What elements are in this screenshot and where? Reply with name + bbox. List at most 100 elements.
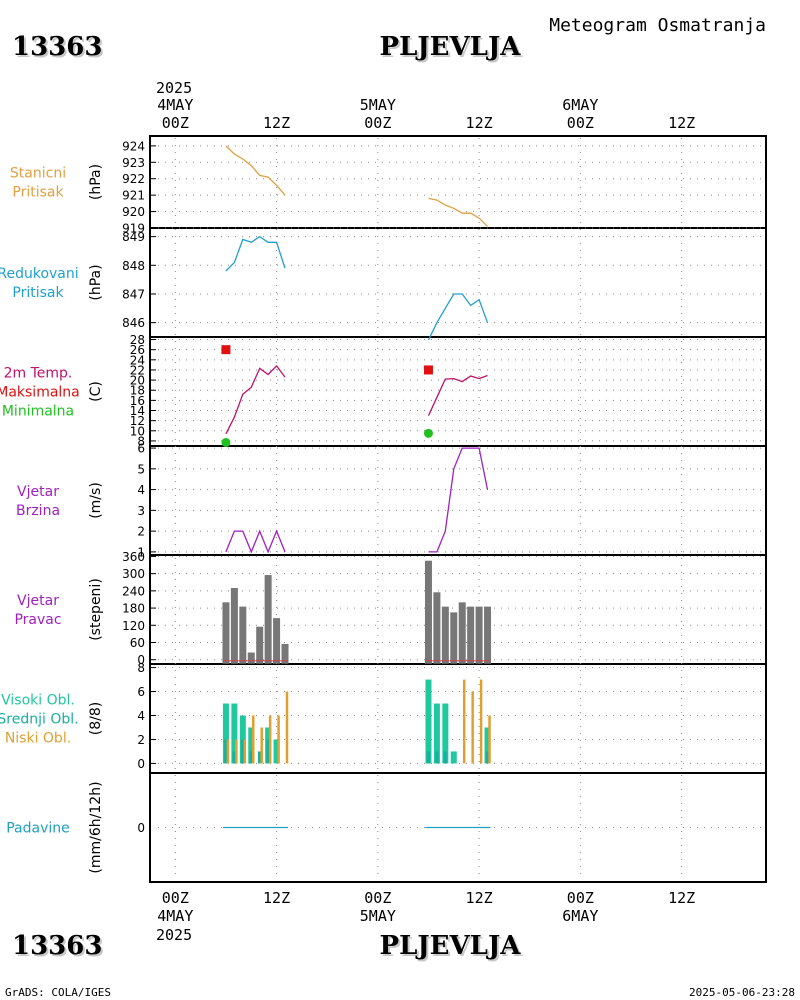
- panel-wind_speed: 1 2 3 4 5 6 (m/s) Vjetar Brzina: [16, 442, 764, 559]
- tmin-marker: [423, 428, 433, 438]
- y-tick-label: 180: [122, 602, 145, 616]
- x-tick-label-top: 00Z: [567, 114, 594, 132]
- y-unit-label: (m/s): [88, 482, 104, 519]
- date-label-bottom: 4MAY: [157, 907, 193, 925]
- y-tick-label: 22: [130, 363, 145, 377]
- time-axis: 00Z 00Z 12Z 12Z 00Z 00Z 12Z 12Z 00Z 00Z 12Z 12Z 4MAY…: [157, 96, 695, 925]
- station-id-top: 13363: [14, 34, 104, 64]
- precip-bar: [426, 827, 431, 828]
- cloud-bar-1: [426, 751, 431, 764]
- panel-label-line: Vjetar: [17, 484, 59, 500]
- cloud-bar-2: [462, 679, 466, 764]
- x-tick-label-bottom: 00Z: [567, 889, 594, 907]
- date-label-top: 6MAY: [562, 96, 598, 114]
- cloud-bar-2: [285, 691, 289, 764]
- header: 13363 13363 PLJEVLJA PLJEVLJA Meteogram …: [12, 15, 766, 97]
- y-tick-label: 28: [130, 333, 145, 347]
- panel-label-line: Brzina: [16, 503, 60, 519]
- series-line-day2: [428, 447, 489, 553]
- y-tick-label: 4: [137, 709, 145, 723]
- cloud-bar-1: [241, 739, 245, 764]
- panel-wind_direction: 0 60 120 180 240 300 360 (stepeni) Vjetar Pravac: [14, 550, 764, 667]
- cloud-bar-2: [226, 739, 230, 764]
- y-tick-label: 923: [122, 156, 145, 170]
- y-tick-label: 26: [130, 343, 145, 357]
- y-tick-label: 920: [122, 205, 145, 219]
- chart-subtitle: Meteogram Osmatranja: [549, 15, 766, 36]
- series-line-day1: [225, 235, 286, 272]
- series-line-day1: [225, 145, 286, 196]
- y-tick-label: 849: [122, 230, 145, 244]
- y-tick-label: 120: [122, 619, 145, 633]
- direction-bar: [433, 592, 441, 664]
- direction-bar: [239, 606, 247, 664]
- x-tick-label-top: 00Z: [364, 114, 391, 132]
- direction-bar: [247, 652, 255, 664]
- x-tick-label-bottom: 12Z: [466, 889, 493, 907]
- direction-bar: [264, 575, 272, 664]
- date-label-top: 4MAY: [157, 96, 193, 114]
- y-tick-label: 4: [137, 483, 145, 497]
- y-tick-label: 240: [122, 584, 145, 598]
- direction-bar: [230, 587, 238, 664]
- series-line-day1: [225, 529, 286, 554]
- series-line-day2: [428, 197, 488, 227]
- cloud-bar-1: [443, 751, 448, 764]
- y-tick-label: 6: [137, 685, 145, 699]
- cloud-bar-2: [488, 715, 491, 764]
- year-label-bottom: 2025: [156, 926, 192, 944]
- x-tick-label-top: 12Z: [466, 114, 493, 132]
- y-tick-label: 3: [137, 504, 145, 518]
- tmin-marker: [221, 437, 231, 447]
- y-tick-label: 0: [137, 653, 145, 667]
- cloud-bar-2: [260, 727, 263, 764]
- panel-label-line: 2m Temp.: [4, 366, 73, 382]
- series-line-day2: [427, 374, 488, 416]
- y-tick-label: 0: [137, 821, 145, 835]
- panel-label-line: Pritisak: [12, 285, 64, 301]
- tmax-marker: [221, 345, 231, 355]
- panel-label-line: Maksimalna: [0, 385, 80, 401]
- x-tick-label-bottom: 12Z: [263, 889, 290, 907]
- panel-station_pressure: 919 920 921 922 923 924 (hPa) Stanicni Pritisak: [10, 139, 764, 236]
- cloud-bar-1: [435, 751, 439, 764]
- station-id-bottom-shadow: 13363: [14, 933, 104, 963]
- cloud-bar-0: [484, 727, 491, 764]
- panel-precipitation: 0 (mm/6h/12h) Padavine: [6, 781, 764, 874]
- cloud-bar-0: [273, 739, 280, 764]
- x-tick-label-bottom: 12Z: [668, 889, 695, 907]
- cloud-bar-2: [252, 715, 255, 764]
- panels: 919920921922923924(hPa)StanicniPritisak8…: [0, 139, 764, 874]
- y-unit-label: (mm/6h/12h): [88, 781, 104, 873]
- panel-label-line: Pritisak: [12, 185, 64, 201]
- panel-label-line: Niski Obl.: [5, 731, 71, 747]
- panel-label-line: Vjetar: [17, 593, 59, 609]
- y-tick-label: 847: [122, 287, 145, 301]
- cloud-bar-0: [248, 727, 255, 764]
- cloud-bar-2: [243, 739, 247, 764]
- y-tick-label: 2: [137, 733, 145, 747]
- cloud-bar-0: [442, 703, 449, 764]
- date-label-top: 5MAY: [360, 96, 396, 114]
- y-unit-label: (hPa): [88, 264, 104, 300]
- y-tick-label: 0: [137, 757, 145, 771]
- direction-bar: [273, 618, 281, 664]
- cloud-bar-0: [433, 703, 440, 764]
- precip-bar: [477, 827, 482, 828]
- panel-label-line: Minimalna: [2, 404, 74, 420]
- y-unit-label: (C): [88, 381, 104, 402]
- direction-bar: [450, 612, 458, 664]
- cloud-bar-0: [222, 703, 229, 764]
- y-tick-label: 848: [122, 259, 145, 273]
- y-tick-label: 14: [130, 404, 145, 418]
- cloud-bar-1: [266, 739, 270, 764]
- y-tick-label: 5: [137, 462, 145, 476]
- y-tick-label: 921: [122, 189, 145, 203]
- date-label-bottom: 5MAY: [360, 907, 396, 925]
- cloud-bar-1: [485, 751, 490, 764]
- tmax-marker: [423, 365, 433, 375]
- footer: 2025 13363 13363 PLJEVLJA PLJEVLJA GrADS…: [5, 926, 795, 999]
- panel-label-line: Redukovani: [0, 266, 79, 282]
- y-tick-label: 924: [122, 139, 145, 153]
